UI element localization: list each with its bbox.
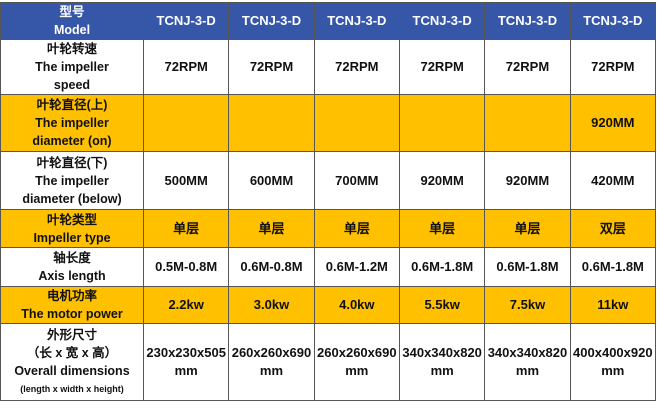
model-cell: TCNJ-3-D bbox=[569, 2, 657, 40]
value-cell: 72RPM bbox=[569, 39, 657, 95]
value-cell: 4.0kw bbox=[313, 286, 400, 324]
value-cell: 420MM bbox=[569, 151, 657, 210]
model-cell: TCNJ-3-D bbox=[313, 2, 400, 40]
value-cell: 920MM bbox=[398, 151, 486, 210]
label-line: 电机功率 bbox=[46, 289, 97, 303]
label-line: The impeller bbox=[35, 60, 109, 74]
value-cell: 0.6M-1.8M bbox=[484, 247, 571, 287]
model-cell: TCNJ-3-D bbox=[228, 2, 315, 40]
value-cell: 72RPM bbox=[228, 39, 315, 95]
spec-row: 叶轮直径(下) The impeller diameter (below) 500MM… bbox=[0, 151, 657, 210]
label-line: 外形尺寸 bbox=[46, 328, 97, 342]
value-cell: 920MM bbox=[569, 94, 657, 152]
row-label: 轴长度 Axis length bbox=[0, 247, 144, 287]
value-cell: 双层 bbox=[569, 209, 657, 248]
value-cell bbox=[142, 94, 230, 152]
value-cell: 单层 bbox=[313, 209, 400, 248]
row-label: 叶轮直径(上) The impeller diameter (on) bbox=[0, 94, 144, 152]
row-label: 叶轮类型 Impeller type bbox=[0, 209, 144, 248]
label-line: 叶轮直径(下) bbox=[36, 155, 108, 170]
label-line: Overall dimensions bbox=[14, 364, 130, 378]
value-cell: 340x340x820mm bbox=[398, 323, 486, 401]
value-cell: 72RPM bbox=[142, 39, 230, 95]
spec-row: 叶轮转速 The impeller speed 72RPM 72RPM 72RPM 72RP… bbox=[0, 39, 657, 95]
spec-table: 型号 Model TCNJ-3-D TCNJ-3-D TCNJ-3-D TCNJ-3-D T… bbox=[0, 2, 657, 401]
label-line: 叶轮类型 bbox=[46, 212, 97, 227]
label-line: 叶轮直径(上) bbox=[36, 98, 108, 112]
value-cell: 0.6M-1.8M bbox=[569, 247, 657, 287]
table-body: 型号 Model TCNJ-3-D TCNJ-3-D TCNJ-3-D TCNJ-3-D T… bbox=[0, 2, 657, 401]
value-cell: 600MM bbox=[228, 151, 315, 210]
label-line: speed bbox=[53, 78, 91, 92]
label-line: The motor power bbox=[21, 307, 123, 321]
value-cell: 2.2kw bbox=[142, 286, 230, 324]
value-cell bbox=[228, 94, 315, 152]
value-cell: 0.5M-0.8M bbox=[142, 247, 230, 287]
value-cell bbox=[398, 94, 486, 152]
header-row: 型号 Model TCNJ-3-D TCNJ-3-D TCNJ-3-D TCNJ-3-D T… bbox=[0, 2, 657, 40]
value-cell: 700MM bbox=[313, 151, 400, 210]
value-cell: 0.6M-1.8M bbox=[398, 247, 486, 287]
spec-row: 叶轮类型 Impeller type 单层 单层 单层 单层 单层 双层 bbox=[0, 209, 657, 248]
value-cell: 单层 bbox=[484, 209, 571, 248]
label-line: 叶轮转速 bbox=[46, 42, 97, 56]
value-cell: 单层 bbox=[142, 209, 230, 248]
value-cell bbox=[484, 94, 571, 152]
label-line: diameter (on) bbox=[32, 134, 112, 148]
model-cell: TCNJ-3-D bbox=[484, 2, 571, 40]
label-line: Axis length bbox=[38, 269, 106, 283]
value-cell: 0.6M-1.2M bbox=[313, 247, 400, 287]
value-cell: 0.6M-0.8M bbox=[228, 247, 315, 287]
label-line: （长 x 宽 x 高） bbox=[26, 346, 118, 360]
label-line: The impeller bbox=[35, 173, 109, 188]
value-cell: 72RPM bbox=[398, 39, 486, 95]
value-cell: 72RPM bbox=[484, 39, 571, 95]
value-cell: 72RPM bbox=[313, 39, 400, 95]
label-line: Impeller type bbox=[33, 230, 111, 245]
value-cell: 单层 bbox=[228, 209, 315, 248]
value-cell: 5.5kw bbox=[398, 286, 486, 324]
label-line: diameter (below) bbox=[22, 191, 122, 206]
row-label: 型号 Model bbox=[0, 2, 144, 40]
row-label: 叶轮直径(下) The impeller diameter (below) bbox=[0, 151, 144, 210]
label-line: 型号 bbox=[59, 5, 85, 19]
model-cell: TCNJ-3-D bbox=[398, 2, 486, 40]
label-line: (length x width x height) bbox=[20, 384, 124, 394]
value-cell: 260x260x690mm bbox=[313, 323, 400, 401]
value-cell: 260x260x690mm bbox=[228, 323, 315, 401]
value-cell: 单层 bbox=[398, 209, 486, 248]
spec-row: 外形尺寸 （长 x 宽 x 高） Overall dimensions (length… bbox=[0, 323, 657, 401]
value-cell bbox=[313, 94, 400, 152]
value-cell: 11kw bbox=[569, 286, 657, 324]
value-cell: 3.0kw bbox=[228, 286, 315, 324]
spec-row: 电机功率 The motor power 2.2kw 3.0kw 4.0kw 5.5kw 7… bbox=[0, 286, 657, 324]
value-cell: 7.5kw bbox=[484, 286, 571, 324]
value-cell: 230x230x505mm bbox=[142, 323, 230, 401]
value-cell: 340x340x820mm bbox=[484, 323, 571, 401]
value-cell: 920MM bbox=[484, 151, 571, 210]
value-cell: 400x400x920mm bbox=[569, 323, 657, 401]
model-cell: TCNJ-3-D bbox=[142, 2, 230, 40]
row-label: 外形尺寸 （长 x 宽 x 高） Overall dimensions (length… bbox=[0, 323, 144, 401]
spec-row: 轴长度 Axis length 0.5M-0.8M 0.6M-0.8M 0.6M-1.2… bbox=[0, 247, 657, 287]
label-line: The impeller bbox=[35, 116, 109, 130]
row-label: 叶轮转速 The impeller speed bbox=[0, 39, 144, 95]
label-line: 轴长度 bbox=[53, 251, 91, 265]
value-cell: 500MM bbox=[142, 151, 230, 210]
row-label: 电机功率 The motor power bbox=[0, 286, 144, 324]
label-line: Model bbox=[53, 23, 91, 37]
spec-row: 叶轮直径(上) The impeller diameter (on) 920MM bbox=[0, 94, 657, 152]
